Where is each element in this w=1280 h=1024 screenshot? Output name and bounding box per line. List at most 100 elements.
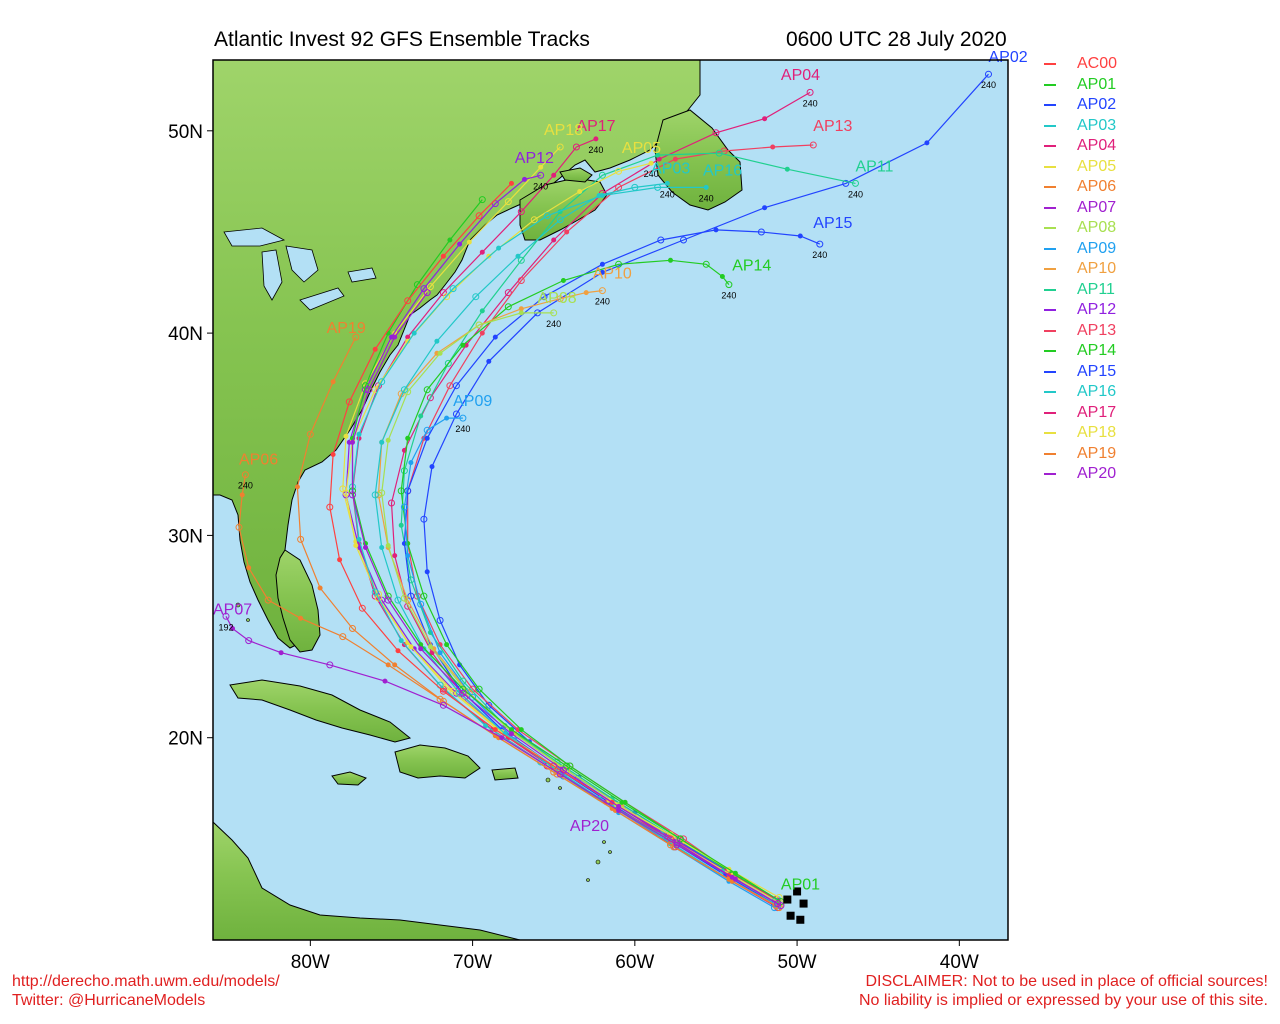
track-point — [326, 503, 334, 511]
forecast-hour-label: 240 — [455, 424, 470, 434]
source-url[interactable]: http://derecho.math.uwm.edu/models/ — [12, 973, 280, 990]
track-point — [664, 180, 670, 186]
track-point — [924, 140, 930, 146]
track-label-ap20: AP20 — [570, 818, 609, 835]
twitter-handle[interactable]: Twitter: @HurricaneModels — [12, 992, 206, 1009]
track-point — [556, 143, 564, 151]
track-point — [339, 633, 347, 641]
track-point — [264, 596, 272, 604]
track-label-ap04: AP04 — [781, 67, 820, 84]
track-point — [356, 536, 362, 542]
track-point — [378, 489, 386, 497]
track-point — [343, 433, 349, 439]
track-point — [517, 256, 525, 264]
lon-tick-label: 80W — [291, 952, 330, 973]
track-point — [599, 269, 605, 275]
track-point — [429, 464, 435, 470]
legend-swatch — [1044, 63, 1056, 65]
disclaimer-line-1: DISCLAIMER: Not to be used in place of o… — [865, 973, 1268, 990]
track-point — [426, 283, 434, 291]
track-point — [522, 176, 527, 182]
track-label-ap01: AP01 — [781, 876, 820, 893]
track-point — [475, 321, 483, 329]
forecast-hour-label: 240 — [981, 80, 996, 90]
north-america-mainland — [213, 60, 701, 649]
track-point — [479, 330, 485, 336]
track-label-ap11: AP11 — [856, 158, 894, 175]
track-point — [459, 414, 467, 422]
legend-swatch — [1044, 247, 1056, 250]
track-point — [657, 236, 665, 244]
track-point — [375, 594, 382, 602]
track-point — [619, 799, 625, 805]
valid-time: 0600 UTC 28 July 2020 — [786, 28, 1007, 51]
track-label-ap18: AP18 — [544, 122, 583, 139]
track-ap20 — [349, 289, 782, 908]
track-point — [363, 545, 368, 550]
track-point — [732, 870, 738, 876]
track-point — [385, 437, 391, 443]
legend-label: AP14 — [1077, 342, 1117, 359]
track-point — [762, 116, 768, 122]
genesis-cluster — [783, 887, 808, 924]
track-point — [540, 293, 548, 301]
track-point — [457, 241, 463, 247]
track-point — [673, 839, 681, 847]
track-point — [656, 156, 662, 162]
footer-credits: http://derecho.math.uwm.edu/models/ Twit… — [12, 972, 280, 1010]
track-point — [530, 216, 538, 224]
track-point — [365, 386, 373, 394]
track-point — [616, 808, 622, 813]
legend-label: AP20 — [1077, 465, 1117, 482]
forecast-hour-label: 240 — [595, 297, 610, 307]
track-point — [713, 227, 719, 233]
track-point — [475, 685, 483, 693]
legend-swatch — [1044, 391, 1056, 393]
track-point — [371, 491, 379, 499]
legend-label: AP08 — [1077, 219, 1117, 236]
track-point — [392, 334, 398, 340]
small-island — [246, 618, 250, 622]
track-point — [551, 237, 557, 243]
track-point — [550, 309, 558, 317]
track-point — [492, 727, 498, 733]
track-point — [342, 489, 350, 497]
track-point — [405, 435, 411, 441]
lat-tick-label: 50N — [168, 122, 203, 143]
track-point — [715, 149, 723, 157]
track-point — [434, 338, 440, 344]
track-point — [583, 290, 589, 296]
map-title: Atlantic Invest 92 GFS Ensemble Tracks — [214, 28, 590, 51]
axis-ticks: 80W 70W 60W 50W 40W 20N 30N 40N 50N — [168, 122, 979, 973]
track-point — [424, 435, 430, 441]
track-point — [405, 334, 411, 340]
track-line — [225, 616, 782, 907]
legend-swatch — [1044, 350, 1056, 352]
initial-position-marker — [799, 899, 808, 908]
track-point — [423, 426, 431, 434]
track-point — [702, 260, 710, 268]
track-point — [797, 233, 803, 239]
legend-swatch — [1044, 227, 1056, 229]
track-point — [518, 306, 524, 312]
track-point — [408, 460, 414, 466]
track-point — [372, 346, 378, 352]
track-point — [509, 731, 514, 737]
track-point — [809, 141, 817, 149]
legend-swatch — [1044, 452, 1056, 455]
legend-swatch — [1044, 165, 1056, 168]
track-label-ap07: AP07 — [213, 601, 252, 618]
small-island — [608, 850, 612, 854]
track-point — [680, 236, 687, 244]
track-point — [317, 585, 323, 591]
legend-label: AP13 — [1077, 321, 1117, 339]
south-america-central — [213, 821, 521, 940]
small-island — [558, 786, 562, 790]
forecast-hour-label: 240 — [546, 319, 561, 329]
lake-michigan — [261, 249, 283, 301]
forecast-hour-label: 240 — [238, 481, 253, 491]
legend-label: AP04 — [1077, 137, 1117, 154]
track-label-ap05: AP05 — [622, 140, 661, 157]
track-point — [560, 278, 566, 283]
track-point — [306, 430, 314, 438]
